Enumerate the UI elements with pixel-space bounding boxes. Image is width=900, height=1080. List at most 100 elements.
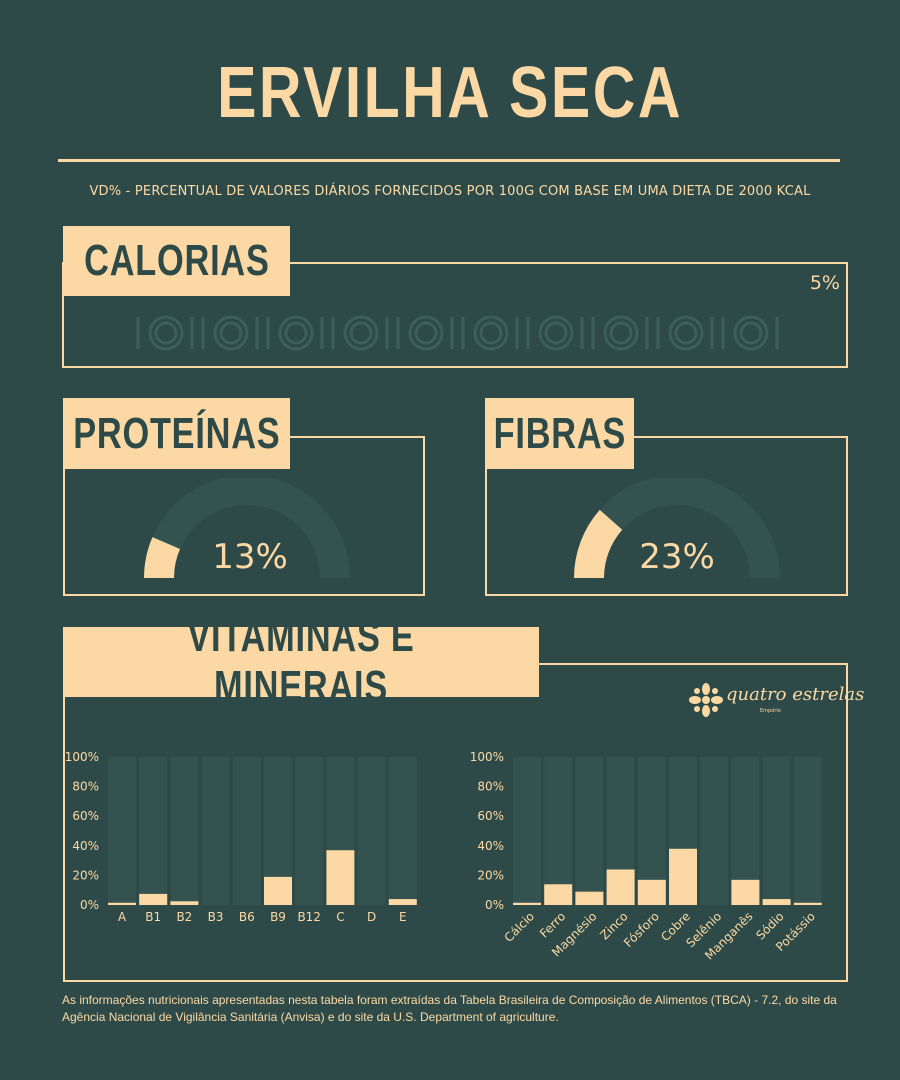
y-tick-label: 80% bbox=[72, 780, 99, 794]
plate-inner-icon bbox=[739, 321, 763, 345]
calorias-panel bbox=[62, 262, 848, 368]
bar-background bbox=[700, 757, 729, 905]
fibras-gauge-fill bbox=[574, 509, 623, 579]
bar bbox=[762, 899, 791, 905]
plate-icon bbox=[343, 315, 379, 351]
plate-icon bbox=[473, 315, 509, 351]
x-tick-label: B3 bbox=[208, 910, 224, 924]
plate-inner-icon bbox=[349, 321, 373, 345]
fibras-value: 23% bbox=[639, 537, 715, 577]
bar-background bbox=[170, 757, 199, 905]
y-tick-label: 100% bbox=[65, 750, 99, 764]
plate-icon bbox=[668, 315, 704, 351]
plate-icon bbox=[408, 315, 444, 351]
bar-background bbox=[793, 757, 822, 905]
fibras-panel bbox=[485, 436, 848, 596]
plate-icon bbox=[733, 315, 769, 351]
plate-inner-icon bbox=[544, 321, 568, 345]
x-tick-label: Fósforo bbox=[621, 909, 662, 950]
x-tick-label: B1 bbox=[145, 910, 161, 924]
y-tick-label: 40% bbox=[477, 839, 504, 853]
minerals-bar-chart: 0%20%40%60%80%100%Cálcio FerroMagnésioZin… bbox=[470, 750, 822, 963]
proteinas-gauge bbox=[144, 478, 350, 579]
plate-inner-icon bbox=[284, 321, 308, 345]
bar-background bbox=[544, 757, 573, 905]
bar bbox=[575, 891, 604, 905]
y-tick-label: 20% bbox=[477, 868, 504, 882]
plate-inner-icon bbox=[219, 321, 243, 345]
bar-background bbox=[357, 757, 386, 905]
vitamins-bar-chart: 0% 20% 40% 60% 80% 100% A B1 B2 B3 B6 B9 B12 C D E bbox=[65, 750, 417, 924]
bar bbox=[606, 869, 635, 905]
proteinas-value: 13% bbox=[212, 537, 288, 577]
plate-icon bbox=[603, 315, 639, 351]
calorias-value: 5% bbox=[809, 272, 840, 294]
y-tick-label: 20% bbox=[72, 868, 99, 882]
plate-icon bbox=[213, 315, 249, 351]
y-tick-label: 60% bbox=[477, 809, 504, 823]
bar-background bbox=[201, 757, 230, 905]
brand-logo-text: quatro estrelas bbox=[726, 684, 865, 705]
proteinas-gauge-fill bbox=[144, 537, 181, 579]
plate-inner-icon bbox=[609, 321, 633, 345]
bar bbox=[669, 848, 697, 905]
plate-inner-icon bbox=[414, 321, 438, 345]
y-tick-label: 80% bbox=[477, 780, 504, 794]
bar-background bbox=[108, 757, 136, 905]
x-tick-label: Cálcio bbox=[502, 909, 538, 945]
x-tick-label: C bbox=[336, 910, 344, 924]
title-divider bbox=[58, 159, 840, 162]
plate-icon bbox=[278, 315, 314, 351]
plate-inner-icon bbox=[674, 321, 698, 345]
plate-icons-row bbox=[136, 315, 779, 351]
y-tick-label: 100% bbox=[470, 750, 504, 764]
fibras-label-text: FIBRAS bbox=[493, 408, 626, 458]
x-tick-label: E bbox=[399, 910, 407, 924]
bar bbox=[793, 902, 822, 905]
x-tick-label: B12 bbox=[297, 910, 321, 924]
page-title: ERVILHA SECA bbox=[217, 53, 683, 133]
subtitle: VD% - PERCENTUAL DE VALORES DIÁRIOS FORN… bbox=[89, 184, 811, 199]
calorias-label: CALORIAS bbox=[63, 226, 290, 296]
y-tick-label: 0% bbox=[80, 898, 99, 912]
proteinas-label-text: PROTEÍNAS bbox=[72, 408, 281, 458]
x-tick-label: B6 bbox=[239, 910, 255, 924]
plate-icon bbox=[538, 315, 574, 351]
plate-inner-icon bbox=[154, 321, 178, 345]
flower-ornament-icon bbox=[689, 683, 723, 717]
fibras-label: FIBRAS bbox=[485, 398, 634, 469]
x-tick-label: B9 bbox=[270, 910, 286, 924]
brand-logo-sub: Empório bbox=[760, 708, 781, 714]
vitaminas-label: VITAMINAS E MINERAIS bbox=[63, 612, 539, 711]
bar bbox=[731, 879, 760, 905]
fibras-gauge bbox=[574, 478, 780, 579]
source-footnote: As informações nutricionais apresentadas… bbox=[62, 993, 837, 1024]
bar-background bbox=[232, 757, 261, 905]
bar-background bbox=[295, 757, 324, 905]
bar bbox=[637, 879, 666, 905]
x-tick-label: A bbox=[118, 910, 127, 924]
bar bbox=[544, 884, 573, 905]
y-tick-label: 40% bbox=[72, 839, 99, 853]
bar-background bbox=[575, 757, 604, 905]
calorias-label-text: CALORIAS bbox=[83, 236, 270, 285]
bar bbox=[326, 850, 355, 905]
vitaminas-label-text: VITAMINAS E MINERAIS bbox=[187, 612, 415, 711]
bar bbox=[108, 902, 136, 905]
plate-icon bbox=[148, 315, 184, 351]
bar bbox=[170, 901, 199, 905]
bar-background bbox=[762, 757, 791, 905]
y-tick-label: 60% bbox=[72, 809, 99, 823]
bar-background bbox=[388, 757, 417, 905]
bar bbox=[139, 893, 168, 905]
bar bbox=[264, 876, 292, 905]
x-tick-label: D bbox=[367, 910, 376, 924]
x-tick-label: B2 bbox=[176, 910, 192, 924]
proteinas-gauge-track bbox=[144, 478, 350, 579]
proteinas-label: PROTEÍNAS bbox=[63, 398, 290, 469]
bar bbox=[388, 899, 417, 905]
plate-inner-icon bbox=[479, 321, 503, 345]
bar bbox=[513, 902, 541, 905]
brand-logo: quatro estrelas Empório bbox=[688, 680, 864, 720]
y-tick-label: 0% bbox=[485, 898, 504, 912]
